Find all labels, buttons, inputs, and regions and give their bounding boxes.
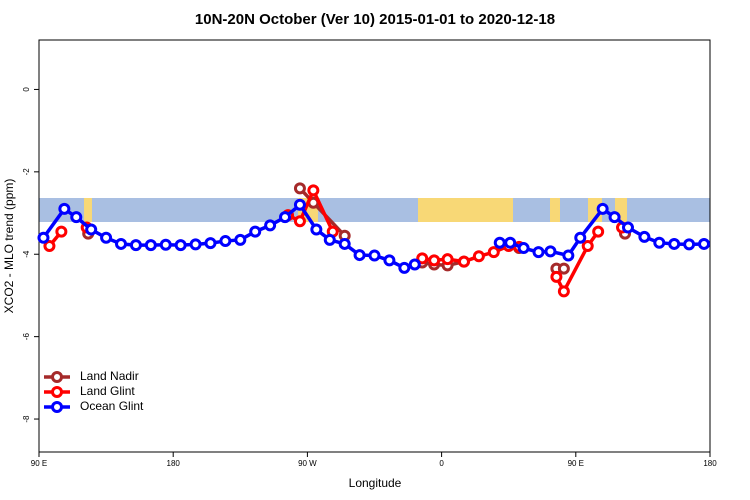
data-point — [368, 249, 381, 262]
data-point — [517, 242, 530, 255]
data-point — [653, 236, 666, 249]
data-point — [174, 239, 187, 252]
data-point — [234, 233, 247, 246]
x-tick-label: 180 — [703, 459, 717, 468]
land-patch — [550, 198, 560, 222]
data-point — [398, 261, 411, 274]
data-point — [293, 182, 306, 195]
legend-label: Ocean Glint — [80, 399, 144, 413]
land-patch — [84, 198, 92, 222]
data-point — [638, 230, 651, 243]
data-point — [43, 240, 56, 252]
data-point — [574, 231, 587, 244]
y-tick-label: 0 — [22, 87, 31, 92]
legend-marker — [51, 401, 63, 413]
data-point — [37, 231, 50, 244]
chart-title: 10N-20N October (Ver 10) 2015-01-01 to 2… — [195, 11, 555, 28]
plot-frame — [38, 39, 711, 453]
data-point — [532, 246, 545, 259]
data-point — [504, 236, 517, 249]
data-point — [70, 211, 83, 224]
legend-marker — [51, 386, 63, 398]
data-point — [428, 254, 441, 267]
data-point — [204, 237, 217, 250]
data-point — [557, 262, 570, 275]
data-point — [596, 202, 609, 215]
data-point — [457, 255, 470, 268]
data-point — [249, 225, 262, 238]
legend-marker — [51, 371, 63, 383]
data-point — [683, 238, 696, 251]
data-point — [264, 219, 277, 232]
data-point — [279, 211, 292, 224]
data-point — [550, 270, 563, 283]
data-point — [338, 237, 351, 250]
data-point — [581, 240, 594, 252]
x-axis-label: Longitude — [349, 476, 402, 490]
y-tick-label: -4 — [22, 250, 31, 258]
y-axis-label: XCO2 - MLO trend (ppm) — [2, 179, 16, 314]
data-point — [323, 233, 336, 246]
data-point — [55, 225, 68, 238]
data-point — [557, 285, 570, 298]
data-point — [668, 237, 681, 250]
data-point — [408, 258, 421, 271]
legend-label: Land Nadir — [80, 369, 139, 383]
data-point — [293, 198, 306, 211]
x-tick-label: 90 E — [31, 459, 47, 468]
x-tick-label: 0 — [439, 459, 444, 468]
data-point — [100, 231, 113, 244]
data-point — [608, 211, 621, 224]
data-point — [441, 253, 454, 266]
legend-label: Land Glint — [80, 384, 135, 398]
data-point — [621, 221, 634, 234]
data-point — [493, 236, 506, 249]
data-point — [472, 250, 485, 263]
data-point — [416, 252, 429, 265]
x-tick-label: 180 — [167, 459, 181, 468]
data-point — [353, 249, 366, 262]
data-point — [310, 223, 323, 236]
data-point — [383, 254, 396, 267]
data-point — [85, 223, 98, 236]
data-point — [189, 238, 202, 251]
data-point — [487, 246, 500, 259]
data-point — [592, 225, 605, 238]
data-point — [58, 202, 71, 215]
x-tick-label: 90 W — [298, 459, 317, 468]
y-tick-label: -2 — [22, 168, 31, 176]
data-point — [115, 237, 128, 250]
data-point — [544, 245, 557, 258]
y-tick-label: -8 — [22, 415, 31, 423]
data-point — [159, 238, 172, 251]
data-point — [293, 215, 306, 228]
data-point — [129, 239, 142, 252]
y-tick-label: -6 — [22, 333, 31, 341]
data-point — [219, 235, 232, 248]
x-tick-label: 90 E — [568, 459, 584, 468]
data-point — [562, 249, 575, 262]
land-patch — [418, 198, 513, 222]
data-point — [698, 237, 711, 250]
data-point — [144, 239, 157, 252]
data-point — [307, 184, 320, 197]
